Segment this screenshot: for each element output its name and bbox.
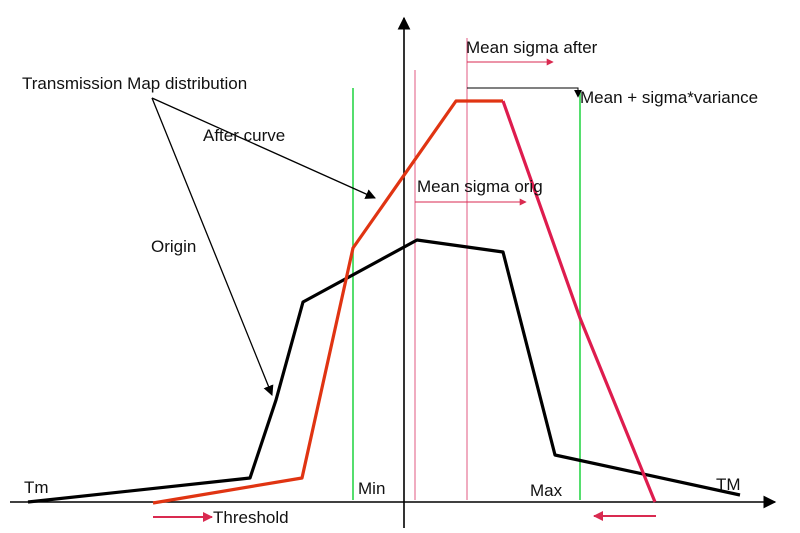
pointer-to-after-curve xyxy=(151,97,376,199)
mean-sigma-after-label: Mean sigma after xyxy=(466,38,598,57)
after-curve-right xyxy=(501,100,657,503)
min-label: Min xyxy=(358,479,385,498)
mean-sigma-orig-label: Mean sigma orig xyxy=(417,177,543,196)
pointer-to-origin-curve xyxy=(151,97,274,396)
origin-curve xyxy=(27,238,741,504)
tm-right-label: TM xyxy=(716,475,741,494)
after-curve-label: After curve xyxy=(203,126,285,145)
mean-plus-label: Mean + sigma*variance xyxy=(580,88,758,107)
tm-left-label: Tm xyxy=(24,478,49,497)
pointer-mean-plus xyxy=(467,87,582,98)
transmission-map-label: Transmission Map distribution xyxy=(22,74,247,93)
max-label: Max xyxy=(530,481,563,500)
origin-label: Origin xyxy=(151,237,196,256)
after-curve-left xyxy=(152,99,503,505)
threshold-label: Threshold xyxy=(213,508,289,527)
